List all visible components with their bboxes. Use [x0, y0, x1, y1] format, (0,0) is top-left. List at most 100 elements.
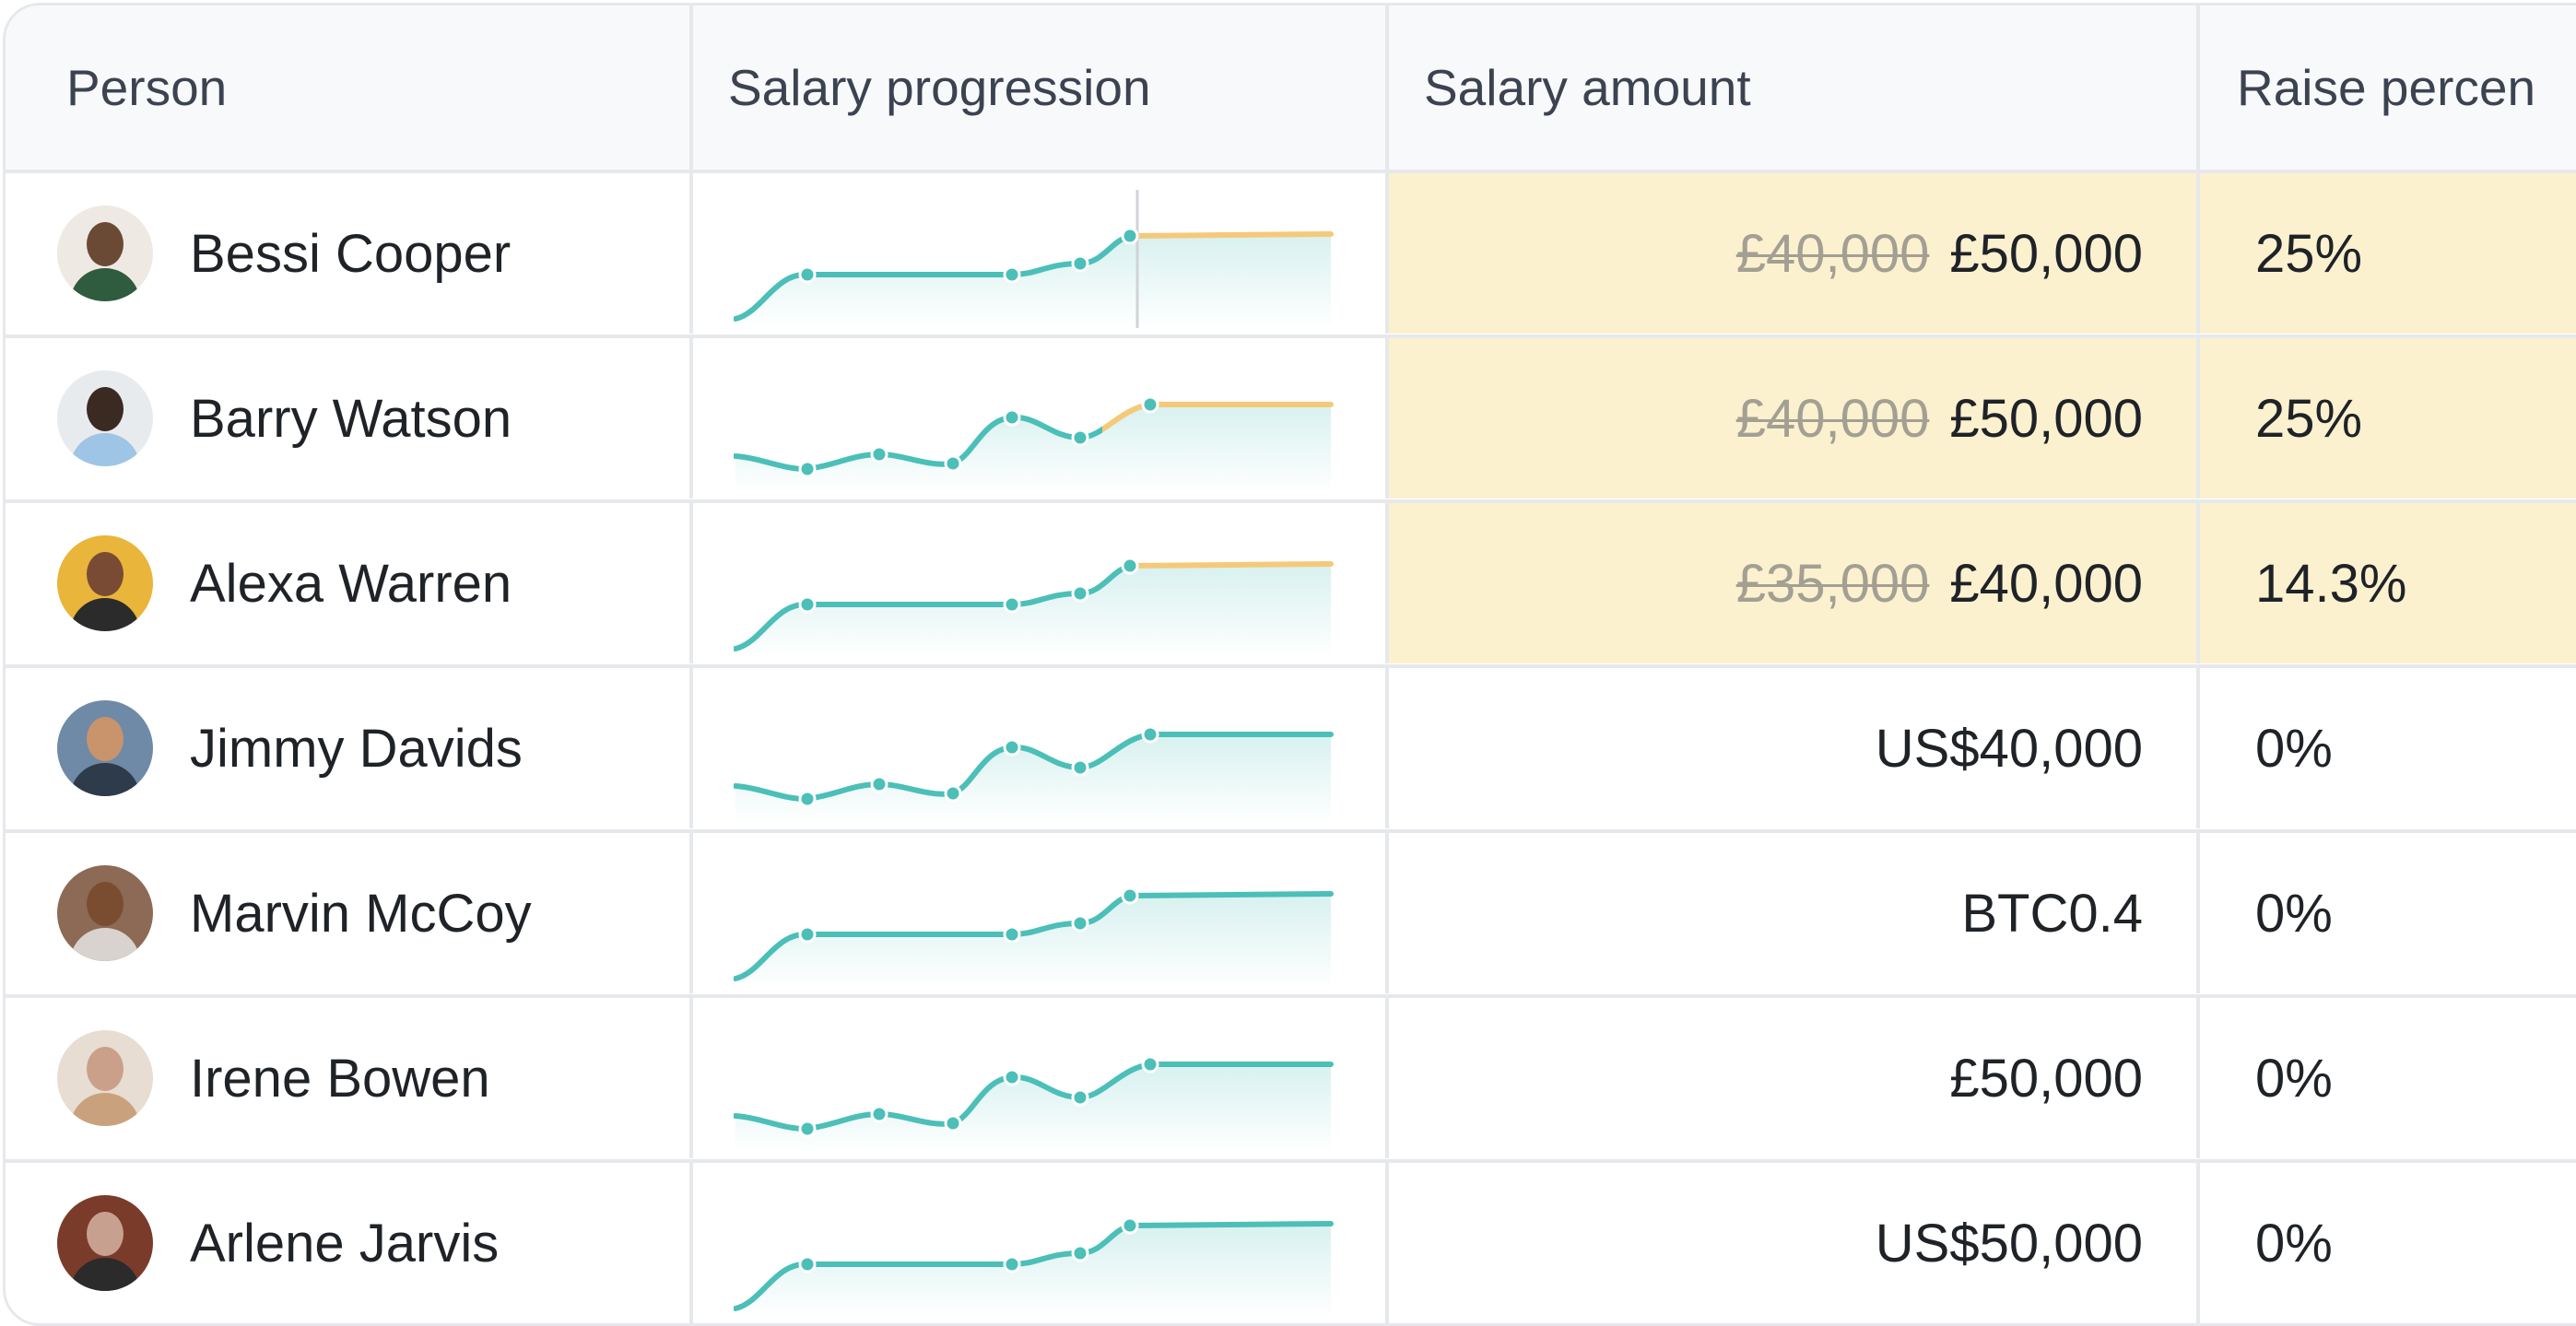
person-cell[interactable]: Bessi Cooper [6, 170, 693, 334]
salary-sparkline [734, 1055, 1334, 1153]
column-header-label: Raise percen [2237, 59, 2536, 116]
sparkline-point [1071, 254, 1089, 273]
salary-amount-cell[interactable]: US$50,000 [1389, 1159, 2200, 1323]
raise-percent-value: 14.3% [2255, 553, 2407, 614]
avatar [57, 370, 153, 466]
previous-salary: £40,000 [1735, 223, 1930, 284]
sparkline-area [735, 1224, 1331, 1318]
raise-percent-value: 0% [2255, 883, 2333, 944]
sparkline-point [1071, 1244, 1089, 1262]
raise-percent-cell[interactable]: 0% [2200, 664, 2576, 828]
sparkline-point [798, 1255, 817, 1273]
sparkline-area [735, 234, 1331, 328]
avatar [57, 865, 153, 961]
salary-sparkline [734, 886, 1334, 988]
sparkline-point [1071, 428, 1089, 447]
table-row[interactable]: Barry Watson £40,000 £50,000 25% [6, 334, 2576, 499]
salary-progression-cell [693, 499, 1389, 663]
sparkline-line [734, 891, 1334, 981]
sparkline-point [1003, 595, 1021, 614]
avatar [57, 535, 153, 631]
raise-percent-cell[interactable]: 14.3% [2200, 499, 2576, 663]
person-cell[interactable]: Irene Bowen [6, 994, 693, 1158]
raise-percent-cell[interactable]: 25% [2200, 170, 2576, 334]
sparkline-area [735, 734, 1331, 823]
sparkline-point [1003, 925, 1021, 944]
person-cell[interactable]: Arlene Jarvis [6, 1159, 693, 1323]
raise-percent-value: 0% [2255, 718, 2333, 779]
sparkline-point [1071, 914, 1089, 933]
column-header-label: Salary progression [728, 59, 1151, 116]
salary-amount-cell[interactable]: £50,000 [1389, 994, 2200, 1158]
raise-percent-cell[interactable]: 0% [2200, 1159, 2576, 1323]
raise-percent-cell[interactable]: 0% [2200, 994, 2576, 1158]
table-row[interactable]: Irene Bowen £50,000 0% [6, 994, 2576, 1158]
salary-amount-cell[interactable]: US$40,000 [1389, 664, 2200, 828]
salary-amount-cell[interactable]: BTC0.4 [1389, 829, 2200, 993]
sparkline-point [1141, 395, 1159, 414]
table-row[interactable]: Bessi Cooper £40,000 £50,000 25% [6, 170, 2576, 334]
salary-progression-cell [693, 334, 1389, 499]
sparkline-point [870, 445, 888, 464]
salary-sparkline [734, 395, 1334, 493]
sparkline-point [1003, 265, 1021, 284]
table-row[interactable]: Jimmy Davids US$40,000 0% [6, 664, 2576, 828]
sparkline-point [798, 1120, 817, 1138]
person-cell[interactable]: Barry Watson [6, 334, 693, 499]
column-header-salary-progression[interactable]: Salary progression [693, 6, 1389, 170]
sparkline-line [734, 562, 1130, 651]
salary-sparkline [734, 1216, 1334, 1318]
table-header: Person Salary progression Salary amount … [6, 6, 2576, 170]
sparkline-point [1141, 1055, 1159, 1074]
sparkline-point [1003, 408, 1021, 427]
person-cell[interactable]: Marvin McCoy [6, 829, 693, 993]
sparkline-point [1071, 1088, 1089, 1107]
person-cell[interactable]: Alexa Warren [6, 499, 693, 663]
sparkline-area [735, 1064, 1331, 1153]
person-name: Irene Bowen [190, 1048, 490, 1109]
sparkline-point [1003, 1255, 1021, 1273]
current-salary: £50,000 [1949, 223, 2143, 284]
sparkline-point [1121, 1216, 1139, 1235]
column-header-person[interactable]: Person [6, 6, 693, 170]
table-row[interactable]: Marvin McCoy BTC0.4 0% [6, 829, 2576, 993]
sparkline-area [735, 405, 1331, 493]
sparkline-point [798, 460, 817, 478]
previous-salary: £35,000 [1735, 553, 1930, 614]
sparkline-point [798, 265, 817, 284]
sparkline-point [1071, 758, 1089, 777]
column-header-label: Salary amount [1424, 59, 1751, 116]
column-header-salary-amount[interactable]: Salary amount [1389, 6, 2200, 170]
sparkline-point [798, 595, 817, 614]
raise-percent-value: 0% [2255, 1213, 2333, 1273]
salary-sparkline [734, 557, 1334, 658]
table-row[interactable]: Alexa Warren £35,000 £40,000 14.3% [6, 499, 2576, 663]
person-cell[interactable]: Jimmy Davids [6, 664, 693, 828]
salary-amount-cell[interactable]: £40,000 £50,000 [1389, 334, 2200, 499]
sparkline-point [1003, 738, 1021, 757]
salary-progression-cell [693, 170, 1389, 334]
salary-sparkline [734, 190, 1334, 328]
raise-percent-cell[interactable]: 25% [2200, 334, 2576, 499]
salary-progression-cell [693, 664, 1389, 828]
current-salary: £50,000 [1949, 1048, 2143, 1109]
table-row[interactable]: Arlene Jarvis US$50,000 0% [6, 1159, 2576, 1323]
salary-amount-cell[interactable]: £35,000 £40,000 [1389, 499, 2200, 663]
salary-progression-cell [693, 829, 1389, 993]
sparkline-point [798, 925, 817, 944]
sparkline-area [735, 894, 1331, 988]
sparkline-point [1071, 584, 1089, 603]
raise-percent-value: 25% [2255, 223, 2363, 284]
column-header-raise-percent[interactable]: Raise percen [2200, 6, 2576, 170]
person-name: Marvin McCoy [190, 883, 532, 944]
sparkline-point [944, 454, 962, 473]
sparkline-point [944, 1114, 962, 1132]
person-name: Arlene Jarvis [190, 1213, 500, 1273]
sparkline-point [1121, 886, 1139, 905]
raise-percent-cell[interactable]: 0% [2200, 829, 2576, 993]
salary-amount-cell[interactable]: £40,000 £50,000 [1389, 170, 2200, 334]
avatar [57, 205, 153, 301]
column-header-label: Person [66, 59, 228, 116]
raise-percent-value: 0% [2255, 1048, 2333, 1109]
current-salary: US$40,000 [1875, 718, 2143, 779]
